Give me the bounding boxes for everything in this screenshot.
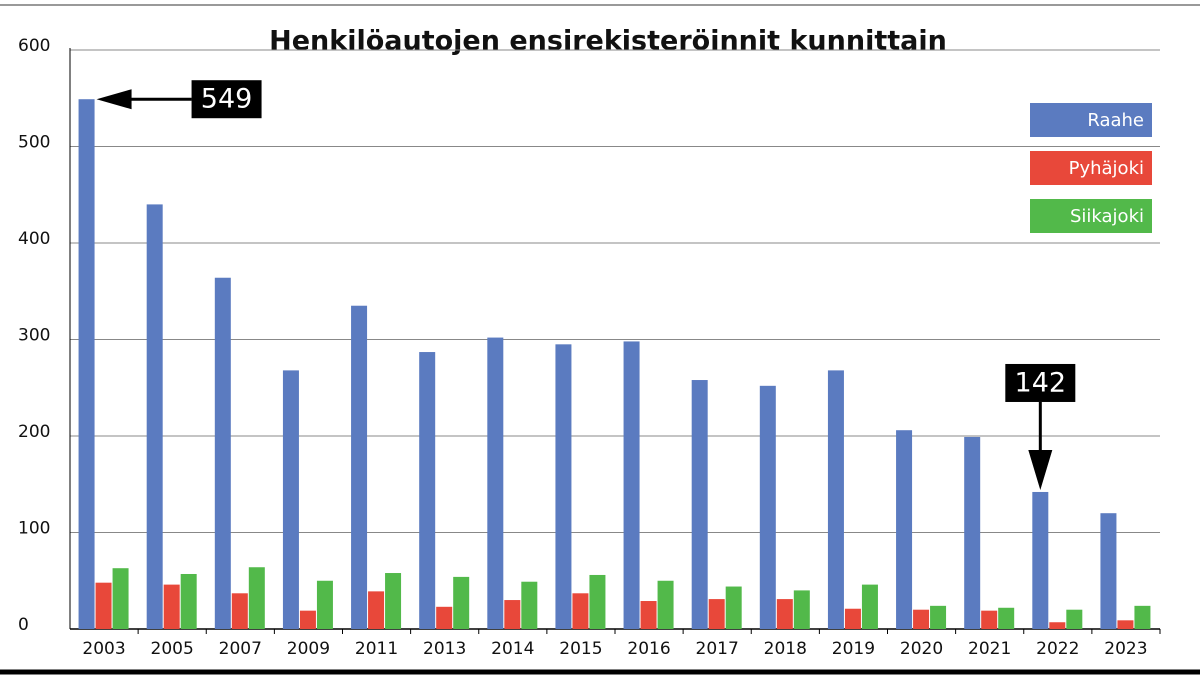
bar [572,593,589,629]
x-tick-label: 2017 [696,639,739,659]
bar [521,581,538,629]
callout-arrow [1028,449,1053,490]
x-tick-label: 2018 [764,639,807,659]
bar [180,573,197,629]
bar [844,608,861,629]
callout-label: 142 [1015,367,1067,398]
x-tick-label: 2014 [491,639,534,659]
bar [759,385,776,629]
y-tick-label: 300 [18,326,50,346]
bar [793,590,810,629]
legend-swatch [1030,199,1152,233]
bar [725,586,742,629]
callout-box [191,80,262,119]
bar [1117,620,1134,629]
bar [316,580,333,629]
x-tick-label: 2023 [1104,639,1147,659]
bar [95,582,112,629]
bar [827,370,844,629]
legend-label: Siikajoki [1070,206,1144,227]
bar [419,352,436,629]
y-tick-label: 400 [18,229,50,249]
bar [163,584,180,629]
bar [691,380,708,629]
x-tick-label: 2022 [1036,639,1079,659]
bar [78,99,95,630]
bar [282,370,299,629]
callout-label: 549 [201,84,253,115]
bar [589,574,606,629]
bar [861,584,878,629]
bar [453,576,470,629]
y-tick-label: 200 [18,422,50,442]
bar [1049,622,1066,629]
y-tick-label: 600 [18,36,50,56]
bar [146,204,163,629]
bar [981,610,998,629]
bar [385,573,402,629]
bar [214,277,231,629]
chart-title: Henkilöautojen ensirekisteröinnit kunnit… [269,26,947,57]
callout-arrow [96,89,132,110]
y-tick-label: 0 [18,615,29,635]
bar [1100,513,1117,629]
bar [623,341,640,629]
x-tick-label: 2003 [82,639,125,659]
bar [708,599,725,629]
y-tick-label: 100 [18,519,50,539]
x-tick-label: 2016 [627,639,670,659]
bar [112,568,129,629]
bar [1032,491,1049,629]
bar [487,337,504,629]
bar [964,436,981,629]
x-tick-label: 2007 [219,639,262,659]
bar [351,305,368,629]
bar [1134,605,1151,629]
x-tick-label: 2015 [559,639,602,659]
bar [504,600,521,629]
bar [1066,609,1083,629]
x-tick-label: 2005 [151,639,194,659]
bar [299,610,316,629]
x-tick-label: 2011 [355,639,398,659]
bar [368,591,385,629]
bar [555,344,572,629]
bar [930,605,947,629]
bar [436,606,453,629]
x-tick-label: 2019 [832,639,875,659]
y-tick-label: 500 [18,133,50,153]
legend-swatch [1030,103,1152,137]
x-tick-label: 2021 [968,639,1011,659]
x-tick-label: 2020 [900,639,943,659]
bar [640,601,657,629]
bar [248,567,265,629]
bar [657,580,674,629]
x-tick-label: 2009 [287,639,330,659]
legend-swatch [1030,151,1152,185]
legend-label: Pyhäjoki [1069,158,1144,179]
bar [776,599,793,629]
bar [231,593,248,629]
x-tick-label: 2013 [423,639,466,659]
bar [998,607,1015,629]
legend-label: Raahe [1087,110,1144,131]
bar [896,430,913,629]
bar [913,609,930,629]
callout-box [1005,363,1076,402]
